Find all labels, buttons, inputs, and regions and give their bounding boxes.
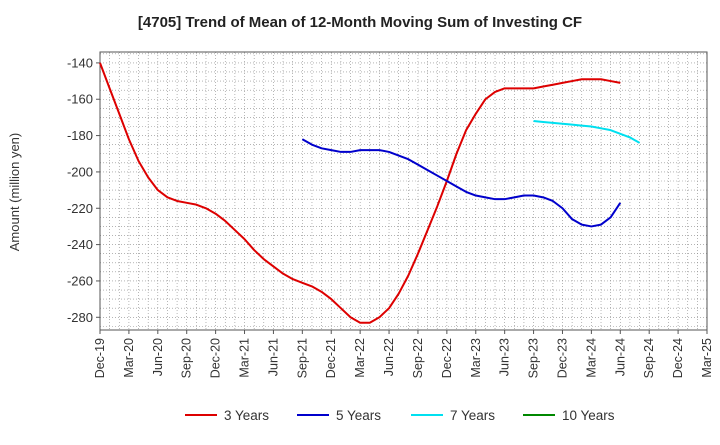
x-tick-label: Sep-22: [411, 338, 425, 378]
legend: 3 Years 5 Years 7 Years 10 Years: [185, 408, 615, 423]
y-tick-label: -260: [67, 273, 93, 288]
y-tick-label: -240: [67, 237, 93, 252]
x-tick-label: Sep-24: [642, 338, 656, 378]
x-tick-label: Sep-21: [295, 338, 309, 378]
series-lines: [99, 62, 641, 324]
chart-title: [4705] Trend of Mean of 12-Month Moving …: [137, 14, 583, 31]
x-tick-label: Mar-20: [122, 338, 136, 378]
x-tick-label: Dec-21: [324, 338, 338, 378]
legend-label: 10 Years: [562, 408, 615, 423]
y-tick-label: -140: [67, 55, 93, 70]
x-tick-label: Jun-22: [382, 338, 396, 376]
x-tick-label: Mar-25: [700, 338, 714, 378]
x-tick-label: Jun-21: [266, 338, 280, 376]
x-tick-label: Mar-22: [353, 338, 367, 378]
series-line-5-years: [301, 138, 622, 228]
y-tick-label: -280: [67, 310, 93, 325]
series-line-7-years: [533, 120, 641, 144]
x-tick-label: Jun-23: [498, 338, 512, 376]
x-tick-label: Sep-20: [180, 338, 194, 378]
y-tick-label: -180: [67, 128, 93, 143]
x-axis: Dec-19 Mar-20 Jun-20 Sep-20 Dec-20 Mar-21 Jun-…: [93, 330, 714, 378]
x-tick-label: Jun-20: [151, 338, 165, 376]
y-tick-label: -200: [67, 164, 93, 179]
x-tick-label: Dec-22: [440, 338, 454, 378]
x-tick-label: Sep-23: [527, 338, 541, 378]
grid-lines: [99, 52, 708, 330]
y-tick-label: -160: [67, 92, 93, 107]
x-tick-label: Mar-23: [469, 338, 483, 378]
y-axis: -140 -160 -180 -200 -220 -240 -260 -280: [67, 55, 100, 325]
x-tick-label: Dec-20: [209, 338, 223, 378]
x-tick-label: Jun-24: [613, 338, 627, 376]
y-tick-label: -220: [67, 201, 93, 216]
x-tick-label: Dec-19: [93, 338, 107, 378]
series-line-3-years: [99, 62, 621, 324]
legend-label: 3 Years: [224, 408, 269, 423]
y-axis-label: Amount (million yen): [7, 133, 22, 252]
legend-label: 5 Years: [336, 408, 381, 423]
x-tick-label: Dec-23: [555, 338, 569, 378]
legend-label: 7 Years: [450, 408, 495, 423]
x-tick-label: Dec-24: [671, 338, 685, 378]
x-tick-label: Mar-21: [238, 338, 252, 378]
plot-area: [99, 51, 708, 331]
x-tick-label: Mar-24: [584, 338, 598, 378]
